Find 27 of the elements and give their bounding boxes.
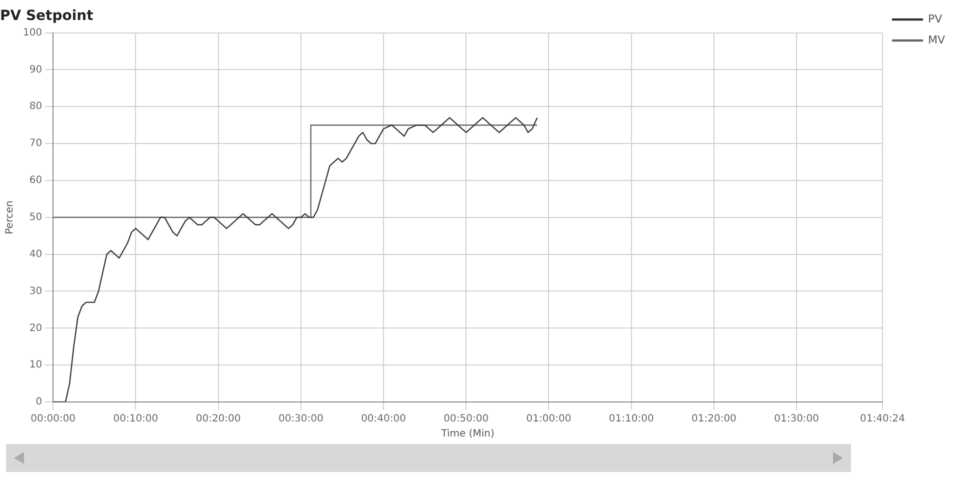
x-tick-label: 00:10:00 [113, 414, 158, 425]
x-tick-label: 01:30:00 [774, 414, 820, 425]
y-tick-label: 0 [36, 396, 42, 408]
x-tick-label: 00:50:00 [444, 414, 489, 425]
y-tick-label: 80 [29, 101, 42, 112]
y-tick-label: 70 [29, 138, 42, 150]
x-tick-label: 01:40:24 [860, 414, 905, 425]
y-tick-label: 60 [29, 175, 42, 186]
x-tick-label: 00:40:00 [361, 414, 406, 425]
y-axis-title: Percen [4, 200, 16, 234]
y-tick-label: 30 [29, 286, 42, 297]
x-axis-title: Time (Min) [440, 428, 494, 440]
legend-label: PV [928, 12, 943, 26]
y-tick-label: 50 [29, 212, 42, 223]
x-tick-label: 00:00:00 [30, 414, 76, 425]
y-tick-label: 20 [29, 322, 42, 334]
y-tick-label: 90 [29, 64, 42, 76]
y-tick-label: 100 [22, 27, 42, 38]
chart-title: PV Setpoint [0, 8, 94, 24]
x-tick-label: 01:10:00 [608, 414, 654, 425]
x-tick-label: 00:20:00 [196, 414, 241, 425]
x-tick-label: 00:30:00 [278, 414, 324, 425]
y-tick-label: 40 [29, 248, 42, 260]
x-tick-label: 01:20:00 [692, 414, 736, 425]
legend-label: MV [928, 33, 946, 46]
y-tick-label: 10 [29, 360, 42, 371]
x-tick-label: 01:00:00 [526, 414, 572, 425]
